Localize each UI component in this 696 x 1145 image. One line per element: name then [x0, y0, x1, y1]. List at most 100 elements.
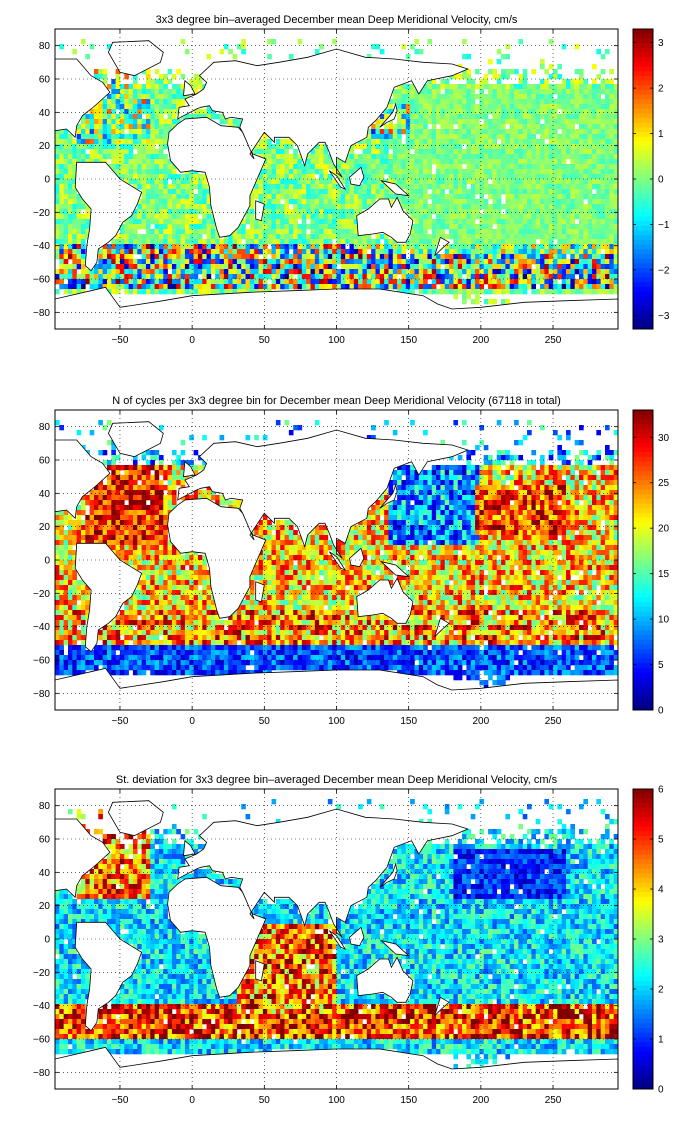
heatmap-cell — [466, 284, 471, 289]
heatmap-cell — [285, 209, 290, 214]
heatmap-cell — [544, 199, 549, 204]
heatmap-cell — [168, 219, 173, 224]
heatmap-cell — [397, 485, 402, 490]
heatmap-cell — [566, 134, 571, 139]
heatmap-cell — [55, 164, 60, 169]
heatmap-cell — [419, 214, 424, 219]
heatmap-cell — [553, 465, 558, 470]
heatmap-cell — [462, 289, 467, 294]
heatmap-cell — [549, 39, 554, 44]
heatmap-cell — [254, 244, 259, 249]
heatmap-cell — [142, 99, 147, 104]
heatmap-cell — [263, 274, 268, 279]
heatmap-cell — [423, 219, 428, 224]
heatmap-cell — [462, 279, 467, 284]
heatmap-cell — [566, 450, 571, 455]
heatmap-cell — [406, 485, 411, 490]
heatmap-cell — [133, 169, 138, 174]
heatmap-cell — [375, 134, 380, 139]
heatmap-cell — [176, 259, 181, 264]
heatmap-cell — [189, 254, 194, 259]
heatmap-cell — [111, 460, 116, 465]
heatmap-cell — [375, 269, 380, 274]
heatmap-cell — [427, 179, 432, 184]
heatmap-cell — [458, 74, 463, 79]
heatmap-cell — [609, 154, 614, 159]
heatmap-cell — [168, 189, 173, 194]
heatmap-cell — [328, 249, 333, 254]
heatmap-cell — [349, 244, 354, 249]
heatmap-cell — [168, 99, 173, 104]
heatmap-cell — [436, 209, 441, 214]
heatmap-cell — [81, 254, 86, 259]
heatmap-cell — [64, 214, 69, 219]
heatmap-cell — [453, 109, 458, 114]
heatmap-cell — [241, 44, 246, 49]
heatmap-cell — [596, 149, 601, 154]
heatmap-cell — [523, 119, 528, 124]
heatmap-cell — [484, 164, 489, 169]
heatmap-cell — [423, 204, 428, 209]
heatmap-cell — [484, 299, 489, 304]
heatmap-cell — [280, 204, 285, 209]
heatmap-cell — [432, 119, 437, 124]
heatmap-cell — [609, 209, 614, 214]
heatmap-cell — [159, 279, 164, 284]
heatmap-cell — [142, 269, 147, 274]
heatmap-cell — [601, 114, 606, 119]
heatmap-cell — [259, 194, 264, 199]
heatmap-cell — [579, 244, 584, 249]
heatmap-cell — [566, 204, 571, 209]
heatmap-cell — [549, 189, 554, 194]
heatmap-cell — [579, 184, 584, 189]
heatmap-cell — [414, 184, 419, 189]
heatmap-cell — [137, 234, 142, 239]
heatmap-cell — [596, 89, 601, 94]
heatmap-cell — [557, 264, 562, 269]
heatmap-cell — [518, 179, 523, 184]
heatmap-cell — [488, 279, 493, 284]
heatmap-cell — [501, 249, 506, 254]
heatmap-cell — [479, 204, 484, 209]
heatmap-cell — [332, 254, 337, 259]
heatmap-cell — [562, 465, 567, 470]
heatmap-cell — [215, 274, 220, 279]
heatmap-cell — [189, 224, 194, 229]
heatmap-cell — [150, 204, 155, 209]
heatmap-cell — [440, 94, 445, 99]
heatmap-cell — [120, 89, 125, 94]
heatmap-cell — [527, 89, 532, 94]
heatmap-cell — [319, 204, 324, 209]
heatmap-cell — [341, 199, 346, 204]
heatmap-cell — [298, 259, 303, 264]
heatmap-cell — [388, 154, 393, 159]
heatmap-cell — [549, 274, 554, 279]
heatmap-cell — [471, 450, 476, 455]
heatmap-cell — [388, 239, 393, 244]
heatmap-cell — [176, 204, 181, 209]
heatmap-cell — [605, 89, 610, 94]
heatmap-cell — [185, 284, 190, 289]
heatmap-cell — [492, 249, 497, 254]
heatmap-cell — [211, 259, 216, 264]
heatmap-cell — [150, 259, 155, 264]
colorbar-step — [633, 193, 653, 198]
heatmap-cell — [601, 89, 606, 94]
heatmap-cell — [462, 159, 467, 164]
heatmap-cell — [124, 269, 129, 274]
heatmap-cell — [272, 154, 277, 159]
heatmap-cell — [549, 470, 554, 475]
heatmap-cell — [250, 239, 255, 244]
heatmap-cell — [514, 114, 519, 119]
heatmap-cell — [436, 259, 441, 264]
heatmap-cell — [111, 269, 116, 274]
heatmap-cell — [492, 174, 497, 179]
heatmap-cell — [64, 194, 69, 199]
heatmap-cell — [172, 284, 177, 289]
heatmap-cell — [163, 209, 168, 214]
heatmap-cell — [557, 239, 562, 244]
heatmap-cell — [562, 450, 567, 455]
heatmap-cell — [453, 134, 458, 139]
heatmap-cell — [462, 149, 467, 154]
heatmap-cell — [570, 144, 575, 149]
